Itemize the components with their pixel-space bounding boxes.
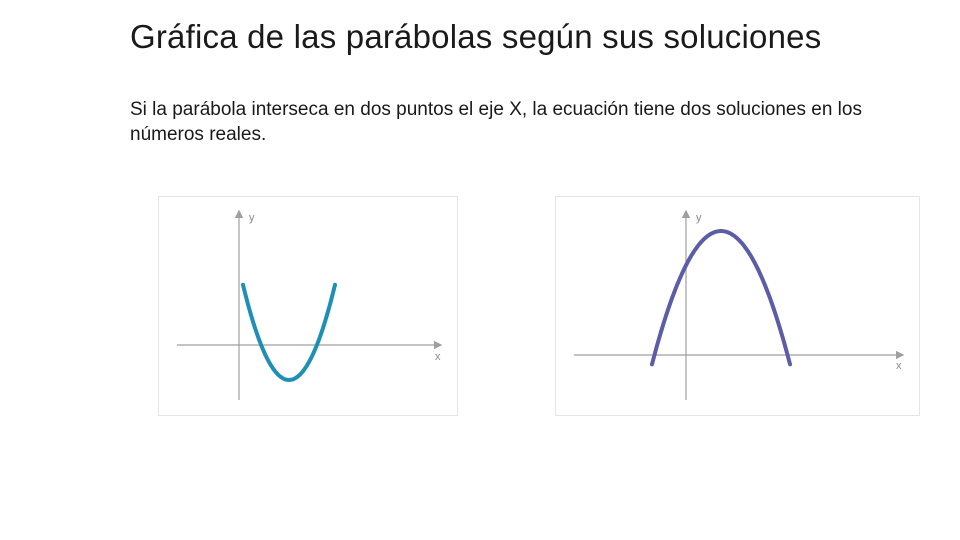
x-axis-label: x: [435, 351, 441, 363]
y-axis-label: y: [249, 212, 255, 224]
parabola-chart-down: x y: [555, 196, 920, 416]
y-axis-label: y: [696, 212, 702, 224]
parabola-curve-up: [243, 285, 335, 380]
slide-description: Si la parábola interseca en dos puntos e…: [130, 98, 890, 147]
parabola-chart-up: x y: [158, 196, 458, 416]
x-axis-label: x: [896, 360, 902, 372]
slide-title: Gráfica de las parábolas según sus soluc…: [130, 18, 930, 56]
parabola-curve-down: [652, 231, 790, 364]
charts-row: x y x y: [140, 196, 920, 416]
